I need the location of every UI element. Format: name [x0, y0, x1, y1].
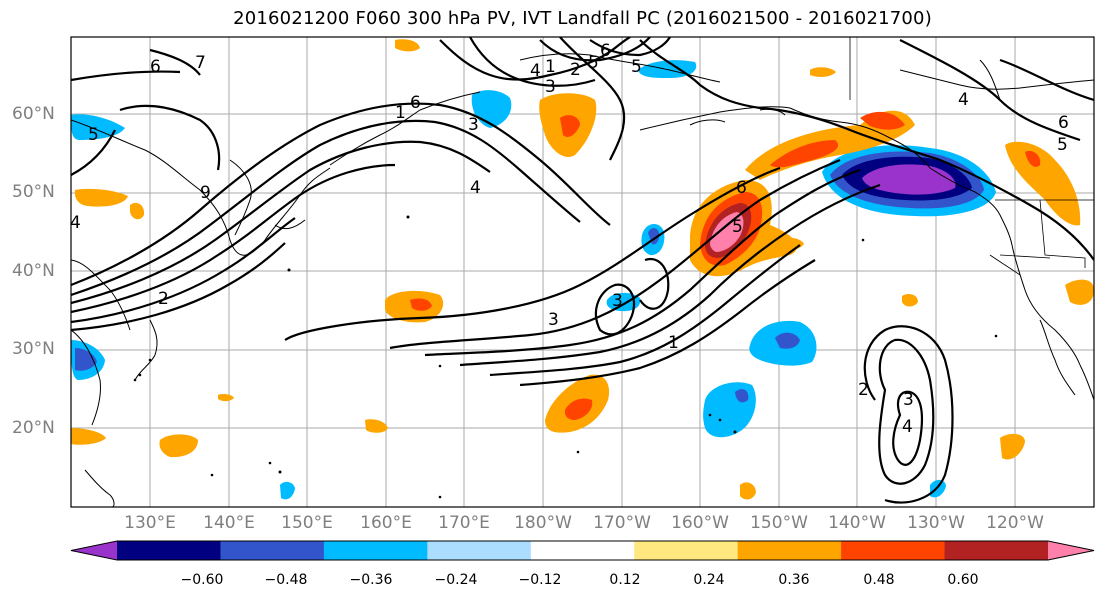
- colorbar-segment: [427, 541, 532, 560]
- pv-contours: [71, 37, 1094, 504]
- colorbar-outline: [70, 540, 1095, 561]
- contour-label: 5: [732, 217, 743, 237]
- contour-label: 6: [410, 93, 421, 113]
- lon-label: 150°E: [281, 513, 333, 533]
- colorbar-tick: 0.48: [863, 572, 895, 588]
- lon-label: 180°W: [514, 513, 572, 533]
- gridlines: [71, 37, 1094, 507]
- colorbar-segment: [220, 541, 325, 560]
- contour-label: 1: [395, 103, 406, 123]
- contour-label: 9: [200, 183, 211, 203]
- lon-label: 130°W: [907, 513, 965, 533]
- colorbar-segment: [634, 541, 739, 560]
- lon-label: 150°W: [750, 513, 808, 533]
- colorbar-segment: [841, 541, 946, 560]
- contour-label: 5: [1057, 135, 1068, 155]
- contour-label: 3: [612, 291, 623, 311]
- contour-label: 5: [588, 53, 599, 73]
- colorbar-segment: [117, 541, 221, 560]
- contour-label: 2: [858, 380, 869, 400]
- colorbar-tick: 0.60: [947, 572, 979, 588]
- lat-label: 20°N: [12, 418, 55, 438]
- lat-label: 60°N: [12, 104, 55, 124]
- lon-label: 120°W: [986, 513, 1044, 533]
- contour-label: 3: [548, 310, 559, 330]
- contour-label: 4: [70, 213, 81, 233]
- colorbar-tick: −0.36: [349, 572, 393, 588]
- colorbar-tick: 0.24: [693, 572, 725, 588]
- contour-label: 3: [903, 390, 914, 410]
- contour-label: 2: [570, 60, 581, 80]
- lon-label: 160°W: [671, 513, 729, 533]
- lat-label: 30°N: [12, 339, 55, 359]
- colorbar-tick: 0.36: [778, 572, 810, 588]
- lon-label: 140°E: [203, 513, 255, 533]
- colorbar: [70, 540, 1095, 561]
- colorbar-extend-max: [1048, 541, 1094, 560]
- contour-label: 1: [545, 57, 556, 77]
- contour-label: 3: [468, 115, 479, 135]
- contour-label: 3: [545, 77, 556, 97]
- colorbar-segment: [323, 541, 428, 560]
- contour-label: 1: [668, 333, 679, 353]
- colorbar-segment: [737, 541, 842, 560]
- colorbar-tick: 0.12: [609, 572, 641, 588]
- colorbar-tick: −0.48: [264, 572, 308, 588]
- contour-label: 7: [195, 53, 206, 73]
- colorbar-tick: −0.24: [434, 572, 478, 588]
- colorbar-segment: [944, 541, 1049, 560]
- plot-frame: [70, 36, 1095, 508]
- colorbar-extend-min: [71, 541, 117, 560]
- colorbar-tick: −0.60: [180, 572, 224, 588]
- borders: [849, 37, 1094, 276]
- colorbar-segment: [530, 541, 635, 560]
- contour-label: 4: [902, 417, 913, 437]
- contour-label: 4: [530, 61, 541, 81]
- contour-label: 5: [631, 57, 642, 77]
- contour-label: 6: [736, 178, 747, 198]
- lat-label: 50°N: [12, 182, 55, 202]
- contour-label: 4: [470, 178, 481, 198]
- ivt-shading: [71, 39, 1094, 500]
- contour-label: 5: [88, 125, 99, 145]
- lon-label: 130°E: [124, 513, 176, 533]
- lat-label: 40°N: [12, 261, 55, 281]
- lon-label: 140°W: [828, 513, 886, 533]
- lon-label: 170°E: [438, 513, 490, 533]
- lon-label: 160°E: [360, 513, 412, 533]
- map-title: 2016021200 F060 300 hPa PV, IVT Landfall…: [233, 8, 932, 29]
- colorbar-tick: −0.12: [518, 572, 562, 588]
- contour-label: 4: [958, 90, 969, 110]
- contour-labels: 6 5 3 4 1 2 5 6 7 9 6 3 1 4 2 3 4 5 4 5 …: [70, 41, 1069, 437]
- contour-label: 6: [1058, 113, 1069, 133]
- contour-label: 6: [150, 57, 161, 77]
- islands: [133, 215, 998, 499]
- lon-label: 170°W: [593, 513, 651, 533]
- contour-label: 2: [158, 289, 169, 309]
- contour-label: 6: [600, 41, 611, 61]
